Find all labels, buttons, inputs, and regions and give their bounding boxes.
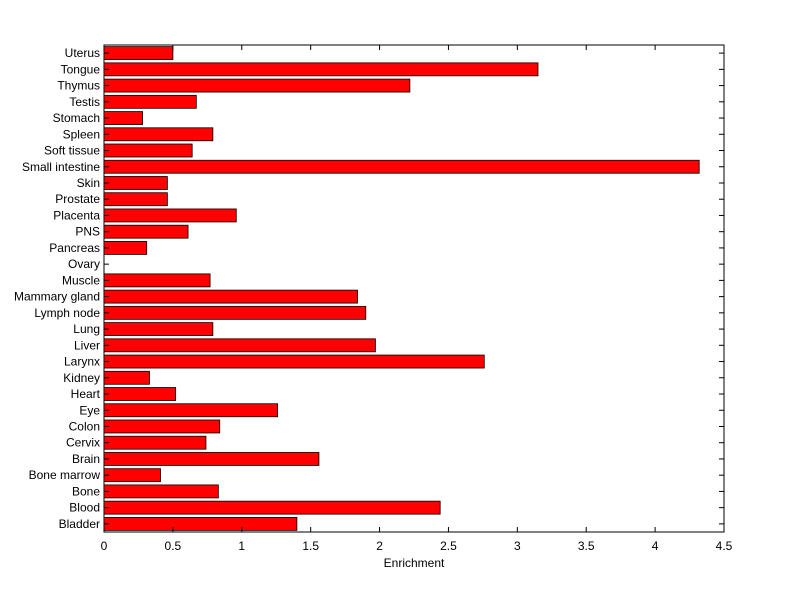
y-tick-label-colon: Colon [69,419,100,433]
bar-spleen [103,127,214,142]
x-tick-label-2: 1 [238,539,245,553]
x-axis-ticks: 0 0.5 1 1.5 2 2.5 3 3.5 4 4.5 [101,45,733,553]
x-axis-label: Enrichment [384,556,445,570]
bar-colon [103,419,221,434]
y-tick-label-pns: PNS [75,225,100,239]
bar-soft-tissue [103,143,193,158]
bar-tongue [103,62,539,77]
y-tick-label-bone: Bone [72,484,100,498]
y-tick-label-brain: Brain [72,452,100,466]
bar-bone [103,484,219,499]
y-tick-label-eye: Eye [79,403,100,417]
y-tick-label-blood: Blood [69,501,100,515]
bar-eye [103,403,279,418]
y-tick-label-lung: Lung [73,322,100,336]
y-axis-ticks: Bladder Blood Bone Bone marrow Brain Cervix Co… [14,46,724,531]
y-tick-label-prostate: Prostate [55,192,100,206]
y-tick-label-lymph-node: Lymph node [34,306,100,320]
x-tick-label-1: 0.5 [165,539,182,553]
y-tick-label-cervix: Cervix [66,436,100,450]
bar-uterus [103,46,174,61]
x-tick-label-6: 3 [514,539,521,553]
bar-blood [103,500,441,515]
x-tick-label-4: 2 [376,539,383,553]
bar-heart [103,387,177,401]
bar-stomach [103,111,143,125]
y-tick-label-liver: Liver [74,338,100,352]
y-tick-label-kidney: Kidney [63,371,100,385]
bar-testis [103,94,197,109]
bar-skin [103,176,168,190]
x-tick-label-9: 4.5 [716,539,733,553]
y-tick-label-small-intestine: Small intestine [22,160,100,174]
y-tick-label-ovary: Ovary [68,257,100,271]
x-tick-label-3: 1.5 [302,539,319,553]
x-tick-label-5: 2.5 [440,539,457,553]
bar-thymus [103,78,411,93]
bar-kidney [103,370,150,385]
bar-larynx [103,354,485,369]
bar-prostate [103,192,168,207]
y-tick-label-soft-tissue: Soft tissue [44,144,100,158]
y-tick-label-skin: Skin [77,176,100,190]
y-tick-label-mammary-gland: Mammary gland [14,290,100,304]
x-tick-label-7: 3.5 [578,539,595,553]
y-tick-label-pancreas: Pancreas [49,241,100,255]
bar-liver [103,338,376,353]
y-tick-label-muscle: Muscle [62,273,100,287]
bar-lung [103,322,214,336]
bar-bone-marrow [103,468,161,483]
x-tick-label-8: 4 [652,539,659,553]
bar-bladder [103,516,298,531]
bar-brain [103,452,320,466]
bar-lymph-node [103,305,367,320]
y-tick-label-larynx: Larynx [64,355,100,369]
y-tick-label-tongue: Tongue [61,62,101,76]
x-tick-label-0: 0 [101,539,108,553]
bar-mammary-gland [103,289,358,304]
y-tick-label-bladder: Bladder [59,517,100,531]
bar-placenta [103,208,237,223]
plot-area [103,44,725,533]
y-tick-label-uterus: Uterus [65,46,100,60]
bar-small-intestine [103,159,700,174]
y-tick-label-stomach: Stomach [53,111,100,125]
y-tick-label-thymus: Thymus [57,79,100,93]
y-tick-label-spleen: Spleen [63,127,100,141]
bar-pancreas [103,241,148,255]
bar-cervix [103,435,207,450]
bars-group [103,46,700,531]
y-tick-label-testis: Testis [69,95,100,109]
y-tick-label-heart: Heart [71,387,101,401]
bar-pns [103,224,189,239]
y-tick-label-bone-marrow: Bone marrow [29,468,101,482]
bar-muscle [103,273,211,288]
y-tick-label-placenta: Placenta [53,208,100,222]
